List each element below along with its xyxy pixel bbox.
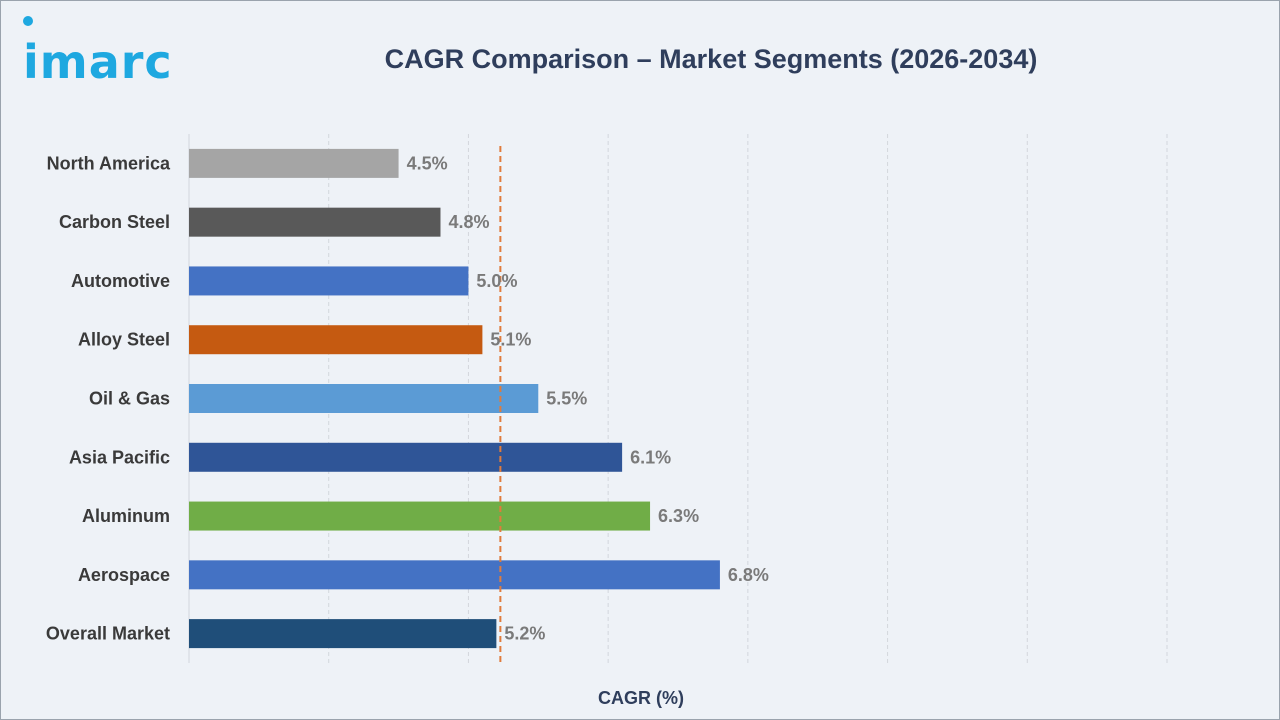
- bar: [189, 501, 651, 531]
- value-label: 4.5%: [407, 153, 448, 173]
- value-label: 6.3%: [658, 506, 699, 526]
- category-label: Automotive: [71, 271, 170, 291]
- bar: [189, 384, 539, 413]
- value-label: 5.2%: [504, 624, 545, 644]
- value-label: 4.8%: [448, 212, 489, 232]
- x-axis-label: CAGR (%): [598, 688, 684, 708]
- bar: [189, 560, 720, 590]
- bar: [189, 619, 497, 649]
- value-label: 5.5%: [546, 389, 587, 409]
- value-label: 6.1%: [630, 447, 671, 467]
- category-label: North America: [47, 153, 171, 173]
- value-label: 5.0%: [476, 271, 517, 291]
- category-label: Asia Pacific: [69, 447, 170, 467]
- logo-dot: [23, 16, 33, 26]
- labels: North America 4.5% Carbon Steel 4.8% Automot…: [46, 153, 769, 643]
- category-label: Aerospace: [78, 565, 170, 585]
- value-label: 5.1%: [490, 330, 531, 350]
- bar: [189, 148, 399, 178]
- category-label: Alloy Steel: [78, 330, 170, 350]
- bar: [189, 207, 441, 237]
- value-label: 6.8%: [728, 565, 769, 585]
- imarc-logo: imarc: [23, 35, 173, 89]
- category-label: Aluminum: [82, 506, 170, 526]
- chart-title: CAGR Comparison – Market Segments (2026-…: [384, 44, 1038, 74]
- bar: [189, 325, 483, 355]
- bar: [189, 442, 623, 472]
- bars: [189, 148, 720, 649]
- category-label: Overall Market: [46, 624, 170, 644]
- category-label: Carbon Steel: [59, 212, 170, 232]
- bar: [189, 266, 469, 296]
- category-label: Oil & Gas: [89, 389, 170, 409]
